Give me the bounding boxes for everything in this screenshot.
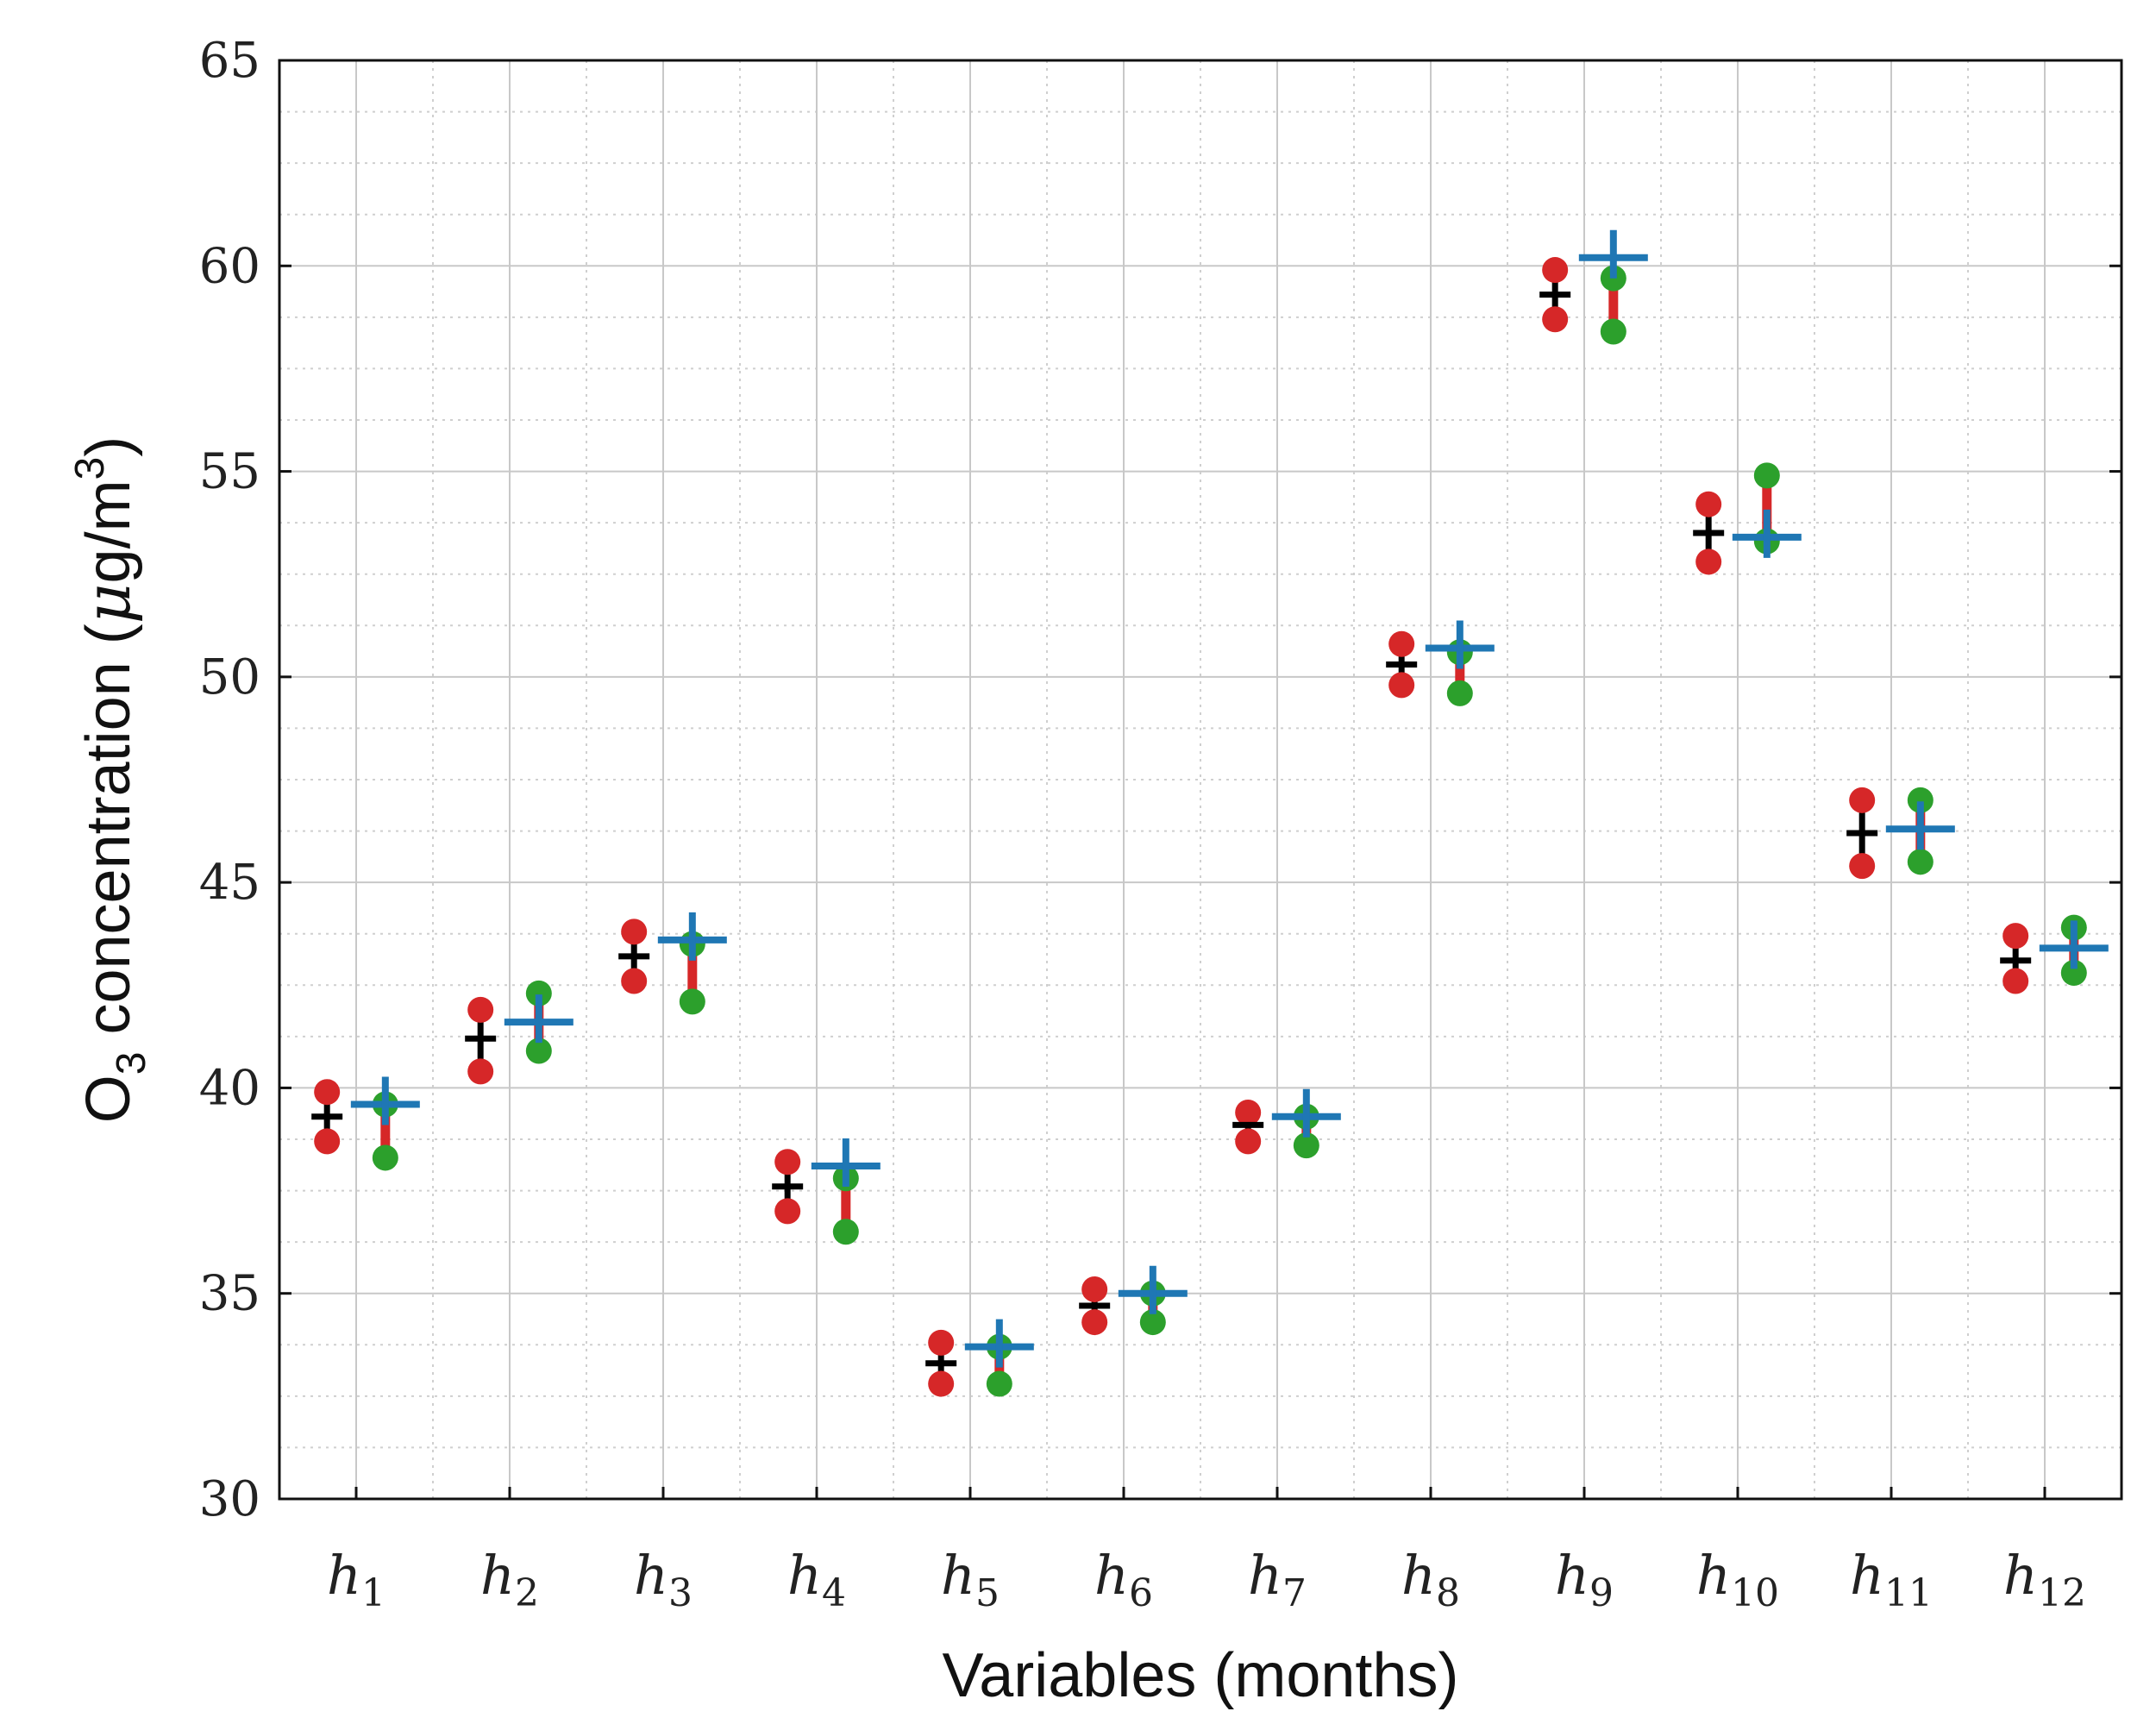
errorbar-lower-cap — [314, 1128, 341, 1155]
errorbar-upper-cap — [467, 996, 494, 1023]
errorbar-lower-cap — [679, 988, 705, 1015]
y-axis-label: O3 concentration (μg/m3) — [67, 436, 154, 1124]
y-tick-label: 35 — [199, 1266, 260, 1322]
x-ticks: h1 h2 h3 h4 h5 h6 h7 h8 h9 h10 h11 h12 — [327, 1487, 2086, 1615]
errorbar-lower-cap — [986, 1370, 1012, 1397]
x-tick-label: h12 — [2003, 1544, 2086, 1615]
errorbar-lower-cap — [525, 1038, 552, 1064]
errorbar-upper-cap — [2002, 923, 2029, 950]
errorbar-estimated — [1425, 620, 1495, 706]
errorbar-lower-cap — [928, 1370, 955, 1397]
x-tick-label: h3 — [634, 1544, 693, 1615]
errorbar-lower-cap — [467, 1058, 494, 1085]
errorbar-upper-cap — [621, 918, 648, 945]
errorbar-estimated — [964, 1319, 1034, 1397]
errorbar-observed — [1693, 491, 1725, 575]
y-tick-label: 60 — [199, 238, 260, 294]
errorbar-observed — [2000, 923, 2032, 994]
x-tick-label: h1 — [327, 1544, 385, 1615]
errorbar-observed — [772, 1149, 804, 1225]
errorbar-estimated — [504, 980, 573, 1064]
errorbar-lower-cap — [774, 1198, 801, 1225]
errorbar-estimated — [1578, 229, 1648, 345]
x-tick-label: h4 — [787, 1544, 846, 1615]
y-tick-label: 55 — [199, 444, 260, 500]
x-tick-label: h11 — [1850, 1544, 1933, 1615]
y-tick-label: 45 — [199, 855, 260, 911]
errorbar-lower-cap — [1081, 1309, 1108, 1336]
x-tick-label: h7 — [1248, 1544, 1307, 1615]
x-tick-label: h6 — [1094, 1544, 1153, 1615]
x-tick-label: h10 — [1696, 1544, 1779, 1615]
errorbar-observed — [311, 1079, 343, 1155]
error-bars — [311, 229, 2109, 1397]
errorbar-observed — [1232, 1100, 1264, 1155]
errorbar-lower-cap — [1293, 1132, 1319, 1159]
plot-frame — [278, 59, 2123, 1501]
y-tick-label: 65 — [199, 33, 260, 89]
errorbar-observed — [465, 996, 497, 1085]
errorbar-estimated — [1271, 1088, 1341, 1159]
errorbar-lower-cap — [1542, 306, 1569, 333]
errorbar-upper-cap — [525, 980, 552, 1006]
errorbar-upper-cap — [1907, 787, 1934, 813]
errorbar-observed — [1386, 630, 1418, 699]
errorbar-lower-cap — [2060, 959, 2087, 986]
x-tick-label: h8 — [1401, 1544, 1460, 1615]
y-tick-label: 40 — [199, 1060, 260, 1116]
errorbar-lower-cap — [621, 968, 648, 994]
errorbar-observed — [1846, 787, 1878, 880]
errorbar-lower-cap — [1139, 1309, 1166, 1336]
x-tick-label: h9 — [1555, 1544, 1614, 1615]
errorbar-observed — [1079, 1276, 1111, 1336]
errorbar-upper-cap — [1081, 1276, 1108, 1302]
errorbar-upper-cap — [1235, 1100, 1262, 1126]
x-tick-label: h5 — [941, 1544, 1000, 1615]
grid — [279, 60, 2122, 1500]
errorbar-observed — [618, 918, 650, 994]
errorbar-observed — [1539, 257, 1571, 333]
y-ticks: 30 35 40 45 50 55 60 65 — [199, 33, 2122, 1527]
errorbar-observed — [925, 1329, 957, 1397]
y-tick-label: 30 — [199, 1471, 260, 1527]
errorbar-upper-cap — [1753, 462, 1780, 489]
errorbar-upper-cap — [928, 1329, 955, 1356]
errorbar-estimated — [1118, 1265, 1188, 1336]
errorbar-upper-cap — [1849, 787, 1876, 813]
errorbar-estimated — [657, 912, 727, 1015]
errorbar-lower-cap — [372, 1144, 398, 1171]
errorbar-lower-cap — [1446, 680, 1473, 706]
y-tick-label: 50 — [199, 649, 260, 705]
x-tick-label: h2 — [480, 1544, 539, 1615]
errorbar-upper-cap — [1542, 257, 1569, 284]
errorbar-estimated — [811, 1138, 881, 1245]
errorbar-estimated — [1732, 462, 1802, 558]
errorbar-lower-cap — [2002, 968, 2029, 994]
errorbar-lower-cap — [1388, 672, 1415, 699]
x-axis-label: Variables (months) — [943, 1641, 1459, 1710]
errorbar-lower-cap — [1695, 549, 1722, 575]
errorbar-upper-cap — [1388, 630, 1415, 657]
errorbar-lower-cap — [1849, 853, 1876, 880]
errorbar-lower-cap — [1600, 318, 1626, 345]
errorbar-upper-cap — [1695, 491, 1722, 517]
errorbar-lower-cap — [832, 1219, 859, 1245]
errorbar-estimated — [350, 1076, 420, 1171]
errorbar-estimated — [1885, 787, 1955, 875]
errorbar-estimated — [2039, 914, 2109, 986]
errorbar-lower-cap — [1235, 1128, 1262, 1155]
errorbar-lower-cap — [1907, 849, 1934, 875]
errorbar-upper-cap — [774, 1149, 801, 1175]
errorbar-upper-cap — [314, 1079, 341, 1106]
